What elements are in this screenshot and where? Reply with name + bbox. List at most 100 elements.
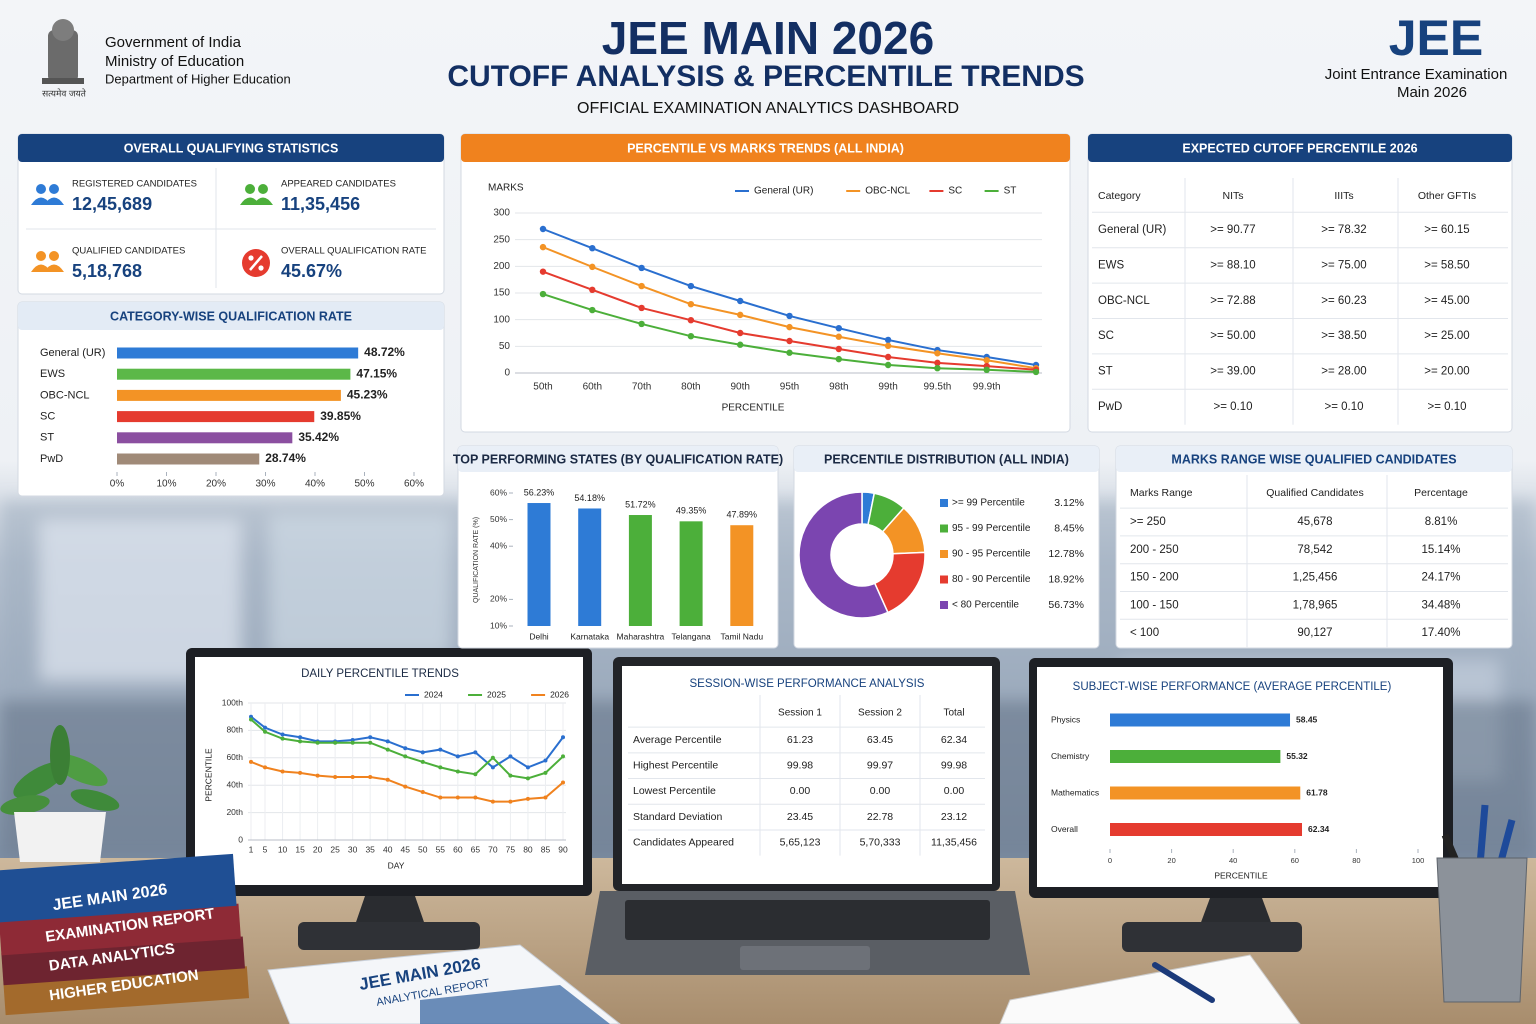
table-cell: 5,65,123: [780, 837, 821, 849]
x-axis-label: PERCENTILE: [1214, 870, 1268, 880]
category-label: ST: [40, 432, 54, 444]
table-cell: 78,542: [1297, 544, 1332, 556]
y-tick-label: 80th: [226, 725, 243, 735]
y-tick-label: 300: [493, 208, 510, 219]
panel-header: [794, 446, 1099, 472]
table-cell: >= 60.23: [1321, 295, 1366, 307]
bar: [117, 453, 260, 465]
stat-icon: [49, 184, 59, 194]
x-tick-label: 95th: [780, 382, 799, 393]
monitor-neck: [355, 896, 425, 925]
data-point: [884, 342, 892, 349]
data-point: [263, 725, 268, 730]
data-point: [420, 790, 425, 795]
panel-title: EXPECTED CUTOFF PERCENTILE 2026: [1182, 141, 1417, 155]
data-point: [263, 765, 268, 770]
leaf: [0, 795, 50, 815]
table-cell: >= 25.00: [1424, 330, 1469, 342]
y-tick-label: 100th: [222, 697, 244, 707]
data-point: [333, 774, 338, 779]
legend-swatch: [940, 601, 948, 609]
panel-header: [18, 302, 444, 330]
table-cell: 24.17%: [1421, 572, 1460, 584]
panel-title: PERCENTILE DISTRIBUTION (ALL INDIA): [824, 452, 1069, 466]
monitor-base: [298, 922, 480, 950]
data-point: [490, 765, 495, 770]
table-cell: >= 39.00: [1210, 366, 1255, 378]
bar: [527, 503, 551, 626]
y-tick-label: 20th: [226, 807, 243, 817]
chart-title: SUBJECT-WISE PERFORMANCE (AVERAGE PERCEN…: [1073, 681, 1392, 693]
monitor-screen: [1037, 667, 1443, 887]
data-point: [420, 750, 425, 755]
table-cell: >= 0.10: [1427, 401, 1466, 413]
table-cell: 0.00: [790, 785, 811, 797]
data-point: [786, 349, 793, 356]
x-tick-label: 98th: [829, 382, 848, 393]
pie-slice: [798, 491, 889, 619]
data-point: [737, 297, 744, 305]
bar: [730, 525, 754, 626]
table-cell: >= 38.50: [1321, 330, 1366, 342]
data-point: [539, 268, 547, 275]
bar: [117, 347, 359, 359]
column-header: Qualified Candidates: [1266, 487, 1363, 499]
data-point: [884, 361, 892, 369]
data-point: [835, 333, 842, 340]
data-point: [561, 754, 565, 759]
table-cell: >= 28.00: [1321, 366, 1366, 378]
panel-title: PERCENTILE VS MARKS TRENDS (ALL INDIA): [627, 141, 904, 155]
stat-icon: [248, 255, 254, 261]
data-point: [368, 735, 373, 740]
column-header: Percentage: [1414, 487, 1468, 499]
category-label: PwD: [40, 453, 63, 465]
monitor-screen: [195, 657, 583, 885]
x-tick-label: 75: [506, 844, 516, 854]
emblem-top: [52, 19, 74, 41]
bar: [117, 389, 341, 401]
bar: [1110, 786, 1301, 800]
y-tick-label: 250: [493, 234, 510, 245]
x-tick-label: 99.9th: [973, 382, 1001, 393]
stat-icon: [245, 184, 255, 194]
y-tick-label: 0: [238, 834, 243, 844]
legend-label: < 80 Percentile: [952, 600, 1019, 611]
column-header: Category: [1098, 190, 1141, 202]
table-cell: SC: [1098, 330, 1114, 342]
column-header: Total: [943, 708, 964, 719]
data-point: [280, 736, 285, 741]
data-point: [315, 773, 320, 778]
x-tick-label: 99.5th: [923, 382, 951, 393]
subtitle: CUTOFF ANALYSIS & PERCENTILE TRENDS: [447, 60, 1084, 93]
x-tick-label: Delhi: [529, 631, 548, 641]
table-cell: 150 - 200: [1130, 572, 1179, 584]
x-tick-label: 10: [278, 844, 288, 854]
x-tick-label: 80: [523, 844, 533, 854]
panel-title: CATEGORY-WISE QUALIFICATION RATE: [110, 309, 352, 323]
x-tick-label: Tamil Nadu: [721, 631, 764, 641]
panel-header: [458, 446, 778, 472]
x-tick-label: 0%: [110, 479, 125, 490]
bar: [628, 515, 652, 626]
data-point: [490, 799, 495, 804]
data-point: [687, 317, 695, 324]
stat-icon: [258, 184, 268, 194]
x-tick-label: 30: [348, 844, 358, 854]
x-tick-label: 20: [313, 844, 323, 854]
category-label: Mathematics: [1051, 787, 1099, 797]
table-cell: < 100: [1130, 627, 1159, 639]
legend-label: 2025: [487, 689, 506, 699]
legend-label: 2024: [424, 689, 443, 699]
value-label: 58.45: [1296, 714, 1318, 724]
value-label: 35.42%: [298, 430, 339, 444]
table-cell: 17.40%: [1421, 627, 1460, 639]
x-tick-label: 80th: [681, 382, 700, 393]
data-point: [589, 286, 596, 293]
table-cell: >= 58.50: [1424, 259, 1469, 271]
data-point: [934, 365, 941, 372]
table-cell: >= 0.10: [1324, 401, 1363, 413]
data-point: [333, 740, 338, 745]
x-tick-label: 70: [488, 844, 498, 854]
stat-icon: [49, 251, 59, 261]
